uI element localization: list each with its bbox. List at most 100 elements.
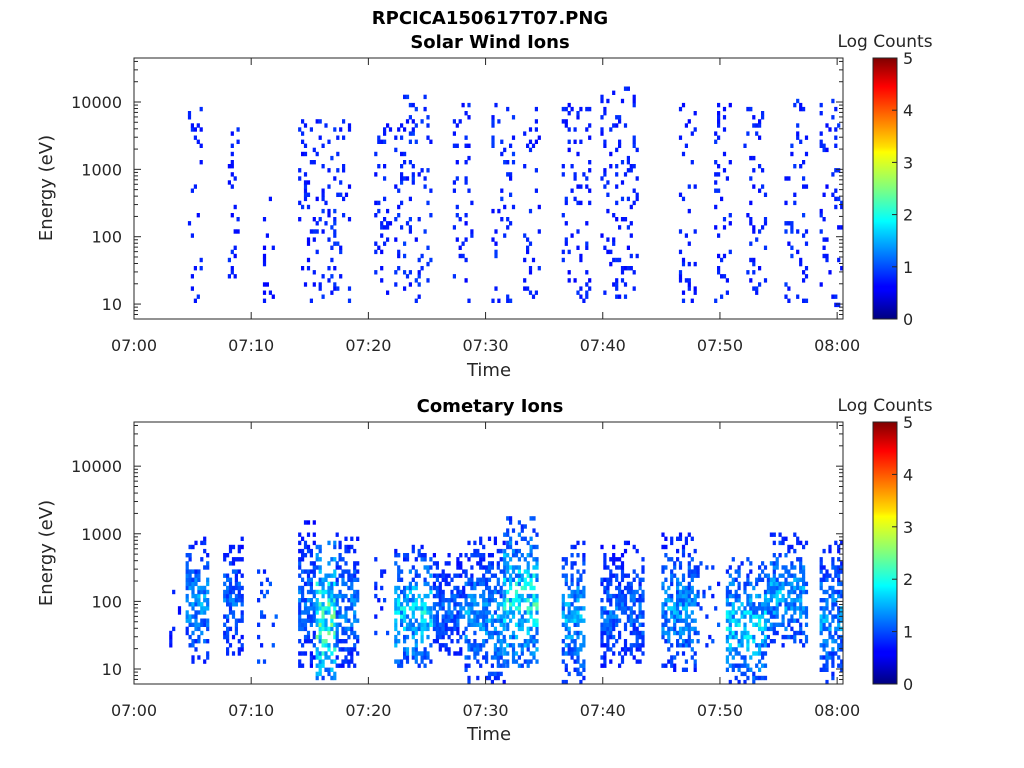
spectrogram-cell <box>312 618 316 623</box>
spectrogram-cell <box>731 630 735 636</box>
spectrogram-cell <box>678 626 683 632</box>
spectrogram-cell <box>632 630 636 636</box>
spectrogram-cell <box>603 111 607 116</box>
spectrogram-cell <box>333 127 337 132</box>
spectrogram-cell <box>426 651 430 656</box>
spectrogram-cell <box>564 241 568 246</box>
spectrogram-cell <box>172 626 176 632</box>
spectrogram-cell <box>535 532 539 537</box>
spectrogram-cell <box>188 614 192 619</box>
spectrogram-cell <box>819 581 823 587</box>
spectrogram-cell <box>612 561 616 566</box>
spectrogram-cell <box>615 573 619 578</box>
spectrogram-cell <box>831 115 835 120</box>
spectrogram-cell <box>338 639 342 644</box>
spectrogram-cell <box>822 565 826 570</box>
spectrogram-cell <box>790 602 794 607</box>
spectrogram-cell <box>197 634 201 640</box>
spectrogram-cell <box>796 593 800 599</box>
spectrogram-cell <box>763 192 768 197</box>
spectrogram-cell <box>493 618 497 623</box>
spectrogram-cell <box>766 581 770 587</box>
spectrogram-cell <box>417 270 421 275</box>
spectrogram-cell <box>623 217 628 222</box>
spectrogram-cell <box>306 577 311 582</box>
spectrogram-cell <box>194 626 198 632</box>
colorbar-tick-label: 4 <box>903 465 913 484</box>
spectrogram-cell <box>306 573 311 578</box>
spectrogram-cell <box>509 643 513 648</box>
spectrogram-cell <box>169 639 173 644</box>
spectrogram-cell <box>693 261 697 267</box>
spectrogram-cell <box>781 634 785 640</box>
spectrogram-cell <box>333 634 337 640</box>
spectrogram-cell <box>353 569 357 574</box>
spectrogram-cell <box>523 286 527 291</box>
spectrogram-cell <box>330 589 334 595</box>
spectrogram-cell <box>802 606 806 611</box>
spectrogram-cell <box>743 626 747 632</box>
spectrogram-cell <box>417 593 421 599</box>
spectrogram-cell <box>831 192 835 197</box>
spectrogram-cell <box>191 630 195 636</box>
colorbar-label: Log Counts <box>837 32 932 52</box>
spectrogram-cell <box>464 593 468 599</box>
spectrogram-cell <box>561 557 565 562</box>
spectrogram-cell <box>825 147 829 153</box>
spectrogram-cell <box>333 229 337 234</box>
spectrogram-cell <box>523 257 527 263</box>
spectrogram-cell <box>400 602 404 607</box>
spectrogram-cell <box>758 266 762 271</box>
spectrogram-cell <box>752 634 756 640</box>
spectrogram-cell <box>775 565 779 570</box>
spectrogram-cell <box>535 626 539 632</box>
spectrogram-cell <box>350 622 354 627</box>
spectrogram-cell <box>306 241 311 246</box>
spectrogram-cell <box>802 544 806 550</box>
spectrogram-cell <box>303 188 308 193</box>
spectrogram-cell <box>464 626 468 632</box>
spectrogram-cell <box>206 589 210 595</box>
spectrogram-cell <box>740 671 744 677</box>
spectrogram-cell <box>394 626 398 632</box>
colorbar-tick-label: 5 <box>903 413 913 432</box>
spectrogram-cell <box>746 270 750 275</box>
spectrogram-cell <box>237 548 241 554</box>
spectrogram-cell <box>511 565 516 570</box>
spectrogram-cell <box>737 651 741 656</box>
spectrogram-cell <box>746 610 750 615</box>
spectrogram-cell <box>641 577 645 582</box>
spectrogram-cell <box>336 151 340 157</box>
spectrogram-cell <box>784 581 788 587</box>
spectrogram-cell <box>629 630 633 636</box>
spectrogram-cell <box>796 536 800 541</box>
spectrogram-cell <box>491 298 495 303</box>
spectrogram-cell <box>728 160 732 165</box>
spectrogram-cell <box>523 131 527 136</box>
spectrogram-cell <box>573 639 577 644</box>
spectrogram-cell <box>411 606 415 611</box>
spectrogram-cell <box>819 111 823 116</box>
spectrogram-cell <box>462 606 466 611</box>
spectrogram-cell <box>341 593 345 599</box>
spectrogram-cell <box>453 585 457 591</box>
spectrogram-cell <box>456 565 460 570</box>
spectrogram-cell <box>274 614 278 619</box>
y-tick-label: 100 <box>91 228 122 247</box>
spectrogram-cell <box>318 282 322 287</box>
spectrogram-cell <box>772 610 776 615</box>
spectrogram-cell <box>467 602 471 607</box>
spectrogram-cell <box>687 569 691 574</box>
spectrogram-cell <box>532 598 536 603</box>
spectrogram-cell <box>752 679 756 684</box>
spectrogram-cell <box>746 577 750 582</box>
spectrogram-cell <box>618 119 622 124</box>
spectrogram-cell <box>567 111 571 116</box>
spectrogram-cell <box>725 626 729 632</box>
spectrogram-cell <box>793 577 797 582</box>
spectrogram-cell <box>573 667 577 672</box>
spectrogram-cell <box>734 610 738 615</box>
spectrogram-cell <box>309 577 313 582</box>
spectrogram-cell <box>223 557 227 562</box>
spectrogram-cell <box>670 573 674 578</box>
